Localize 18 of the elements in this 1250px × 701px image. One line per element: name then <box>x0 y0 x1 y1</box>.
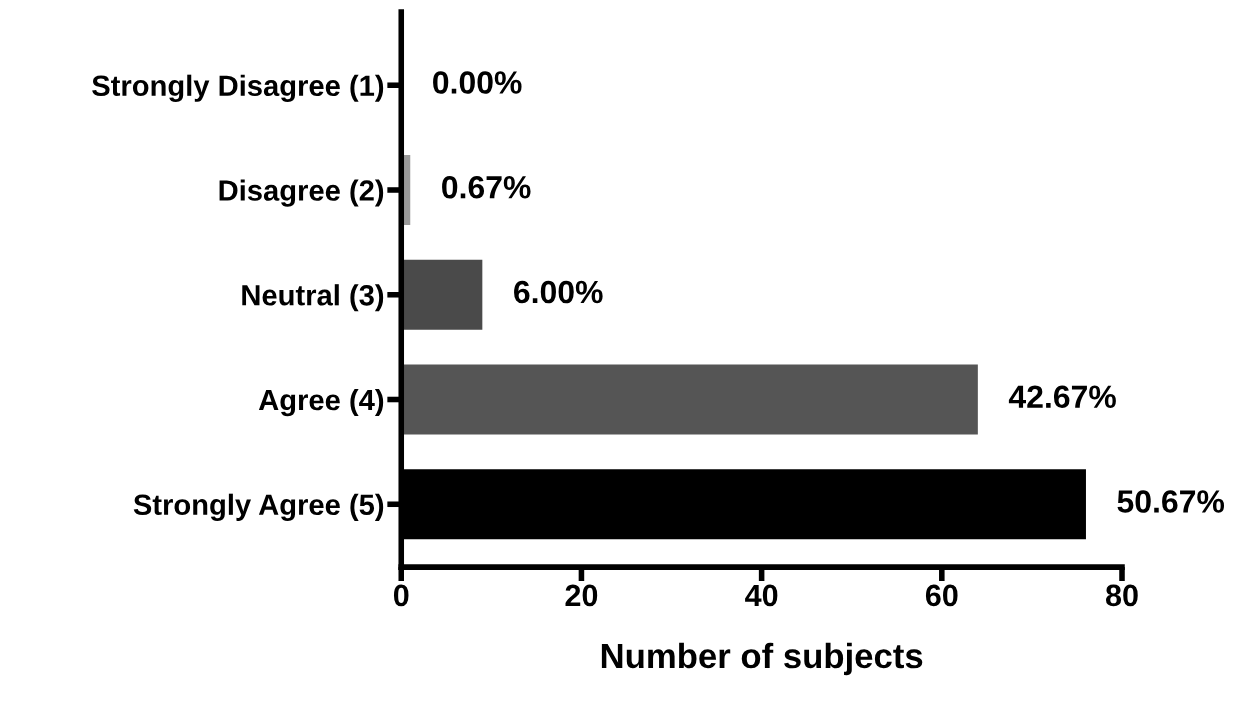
y-tick-label: Agree (4) <box>258 388 384 417</box>
bar <box>401 364 978 435</box>
annotation: 6.00% <box>514 280 603 304</box>
y-tick-label: Disagree (2) <box>219 179 384 207</box>
x-tick-label: 20 <box>565 584 598 607</box>
annotation: 42.67% <box>1008 385 1116 409</box>
annotation: 0.00% <box>433 71 522 94</box>
y-tick-label: Neutral (3) <box>242 284 384 312</box>
x-tick-label: 60 <box>925 584 958 607</box>
x-tick-label: 0 <box>393 584 409 607</box>
x-axis-title: Number of subjects <box>601 642 923 676</box>
x-tick-label: 80 <box>1105 584 1138 607</box>
annotation: 50.67% <box>1117 490 1225 513</box>
bar <box>401 259 483 330</box>
annotation: 0.67% <box>442 175 531 199</box>
y-tick-label: Strongly Disagree (1) <box>92 74 384 102</box>
x-tick-label: 40 <box>745 584 778 607</box>
y-tick-label: Strongly Agree (5) <box>133 493 384 522</box>
